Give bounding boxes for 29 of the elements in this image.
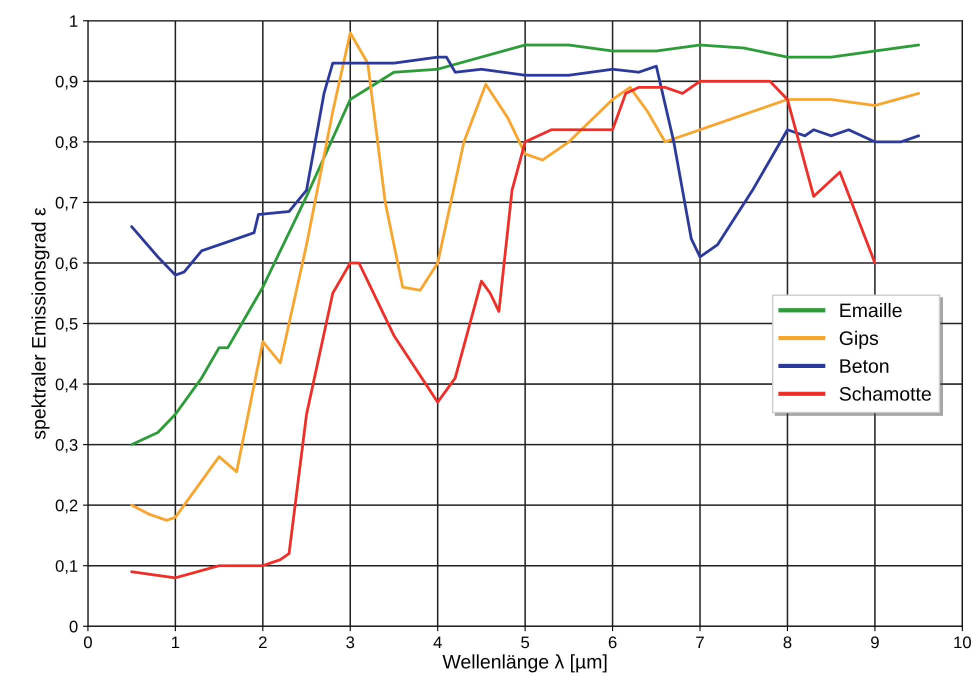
x-axis-title: Wellenlänge λ [µm] [442,654,606,672]
x-tick-label: 0 [84,636,92,648]
y-tick-label: 0,2 [56,500,78,514]
x-tick-label: 7 [696,636,704,648]
y-tick-label: 0,9 [56,76,78,90]
y-tick-label: 0,6 [56,257,78,272]
x-tick-label: 8 [784,636,792,648]
y-tick-label: 1 [70,15,78,27]
y-axis-title: spektraler Emissionsgrad ε [31,208,50,440]
y-tick-label: 0,3 [56,439,78,453]
y-tick-label: 0,5 [56,318,78,332]
legend-label: Schamotte [840,386,931,401]
legend-label: Gips [840,330,878,349]
y-tick-label: 0,1 [56,560,78,574]
x-tick-label: 6 [608,636,616,648]
x-tick-label: 5 [521,636,530,648]
x-tick-label: 2 [259,636,267,648]
legend-label: Emaille [840,302,902,318]
x-tick-label: 10 [954,636,971,648]
x-tick-label: 3 [346,636,354,648]
y-tick-label: 0,4 [56,378,78,392]
y-tick-label: 0,7 [56,196,78,211]
line-series [130,56,920,276]
legend-label: Beton [840,359,888,373]
x-tick-label: 1 [172,636,180,648]
x-tick-label: 4 [433,636,442,648]
y-tick-label: 0 [70,620,78,632]
y-tick-label: 0,8 [56,136,78,150]
x-tick-label: 9 [871,636,879,648]
